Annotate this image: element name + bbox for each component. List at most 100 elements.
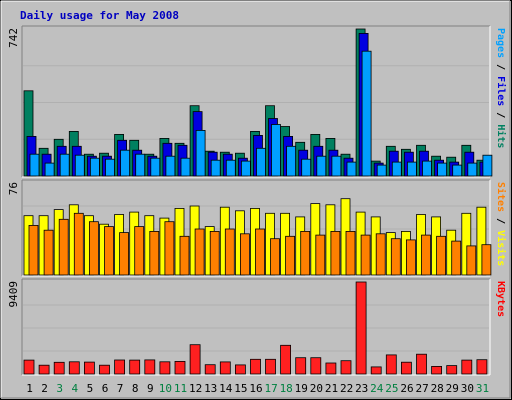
bar-kbytes-day-12 [189,344,201,375]
bar-kbytes-day-13 [204,364,216,375]
bar-kbytes-day-15 [234,364,246,375]
x-tick-label: 14 [219,382,233,395]
legend-part: Files [495,76,507,106]
x-tick-label: 7 [117,382,124,395]
x-tick-label: 12 [189,382,202,395]
x-tick-label: 22 [340,382,353,395]
y-max-label: 742 [7,28,20,48]
bar-sites-day-3 [58,218,69,276]
bar-sites-day-24 [375,233,386,276]
bar-sites-day-6 [104,226,114,276]
bar-kbytes-day-19 [295,357,307,375]
bar-pages-day-8 [135,153,146,177]
bar-sites-day-7 [119,232,129,276]
x-tick-label: 16 [249,382,262,395]
x-tick-label: 9 [147,382,154,395]
bar-pages-day-22 [346,161,357,177]
legend-part: Sites [495,182,507,212]
bar-kbytes-day-5 [84,361,95,375]
bar-sites-day-4 [73,212,84,276]
x-tick-label: 4 [71,382,78,395]
y-max-label: 9409 [7,281,20,308]
x-tick-label: 28 [431,382,444,395]
x-tick-label: 18 [280,382,293,395]
x-tick-label: 17 [264,382,277,395]
bar-pages-day-30 [467,162,478,177]
bar-kbytes-day-31 [476,359,488,375]
bar-pages-day-15 [240,160,251,177]
bar-pages-day-13 [210,159,221,177]
bar-visits-day-31 [476,206,487,276]
legend-part: / [495,58,506,76]
x-tick-label: 1 [26,382,33,395]
bar-kbytes-day-1 [23,359,35,375]
x-tick-label: 25 [385,382,398,395]
x-tick-label: 5 [87,382,94,395]
bar-sites-day-11 [179,235,190,276]
bar-kbytes-day-27 [416,353,427,375]
legend-part: KBytes [495,281,506,317]
bar-sites-day-26 [405,239,416,276]
bar-kbytes-day-24 [370,366,382,375]
bar-pages-day-17 [271,124,281,177]
x-tick-label: 19 [295,382,308,395]
bar-visits-day-30 [461,212,472,276]
bar-sites-day-8 [134,226,145,276]
bar-kbytes-day-8 [129,359,141,375]
bar-pages-day-24 [376,164,387,177]
x-tick-label: 15 [234,382,247,395]
bar-kbytes-day-25 [385,354,397,375]
bar-kbytes-day-26 [400,361,412,375]
series-legend-label: KBytes [495,281,506,317]
panel-kbytes: 9409 KBytes [7,278,506,376]
bar-kbytes-day-23 [355,281,367,375]
y-max-label: 76 [7,182,20,195]
bar-sites-day-29 [451,240,462,276]
x-tick-label: 11 [174,382,187,395]
bar-kbytes-day-17 [265,358,276,375]
bar-pages-day-4 [74,154,85,177]
bar-sites-day-25 [390,238,401,276]
bar-pages-day-21 [331,155,342,177]
x-tick-label: 23 [355,382,368,395]
bar-kbytes-day-3 [53,361,65,375]
bar-kbytes-day-16 [250,358,261,375]
x-tick-label: 26 [400,382,413,395]
bar-pages-day-12 [195,129,206,177]
x-tick-label: 6 [102,382,109,395]
x-tick-label: 21 [325,382,338,395]
bar-sites-day-13 [209,230,220,276]
bar-pages-day-25 [391,161,402,177]
x-tick-label: 20 [310,382,323,395]
x-tick-label: 3 [56,382,63,395]
bar-kbytes-day-2 [38,364,50,375]
bar-sites-day-30 [466,245,477,276]
legend-part: Hits [495,124,507,148]
bar-pages-day-29 [452,164,463,177]
legend-part: / [495,106,506,124]
panel-visits: 76 Sites / Visits [7,179,507,277]
bar-pages-day-6 [105,158,115,177]
x-tick-label: 27 [415,382,428,395]
bar-sites-day-28 [436,235,447,276]
bar-pages-day-16 [256,147,266,177]
bar-sites-day-22 [345,230,356,276]
bar-pages-day-28 [437,162,448,177]
bar-kbytes-day-11 [174,360,186,375]
x-tick-label: 8 [132,382,139,395]
bar-pages-day-10 [165,155,176,177]
bar-pages-day-27 [422,160,432,177]
series-legend-label: Sites / Visits [495,182,507,266]
bar-pages-day-20 [316,155,327,177]
bar-kbytes-day-21 [325,362,337,375]
bar-pages-day-7 [120,149,130,177]
bar-pages-day-3 [59,153,70,177]
bar-sites-day-5 [89,221,99,276]
bar-sites-day-23 [360,234,371,276]
legend-part: Visits [495,230,507,266]
bar-sites-day-15 [239,233,250,276]
bar-pages-day-31 [482,154,493,177]
bar-sites-day-1 [28,224,39,276]
